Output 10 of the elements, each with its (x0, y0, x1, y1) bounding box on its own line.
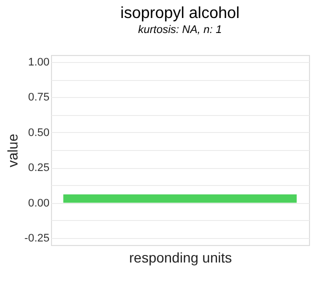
y-tick-label: 0.25 (28, 162, 50, 174)
y-tick-label: 1.00 (28, 56, 50, 69)
y-tick-label: 0.75 (28, 92, 50, 104)
x-axis-title: responding units (129, 250, 232, 266)
y-axis-title: value (4, 134, 20, 168)
chart-title: isopropyl alcohol (120, 5, 240, 22)
y-tick-label: -0.25 (24, 232, 50, 244)
chart-subtitle: kurtosis: NA, n: 1 (138, 24, 222, 36)
y-tick-label: 0.00 (28, 197, 50, 210)
y-tick-label: 0.50 (28, 126, 50, 139)
